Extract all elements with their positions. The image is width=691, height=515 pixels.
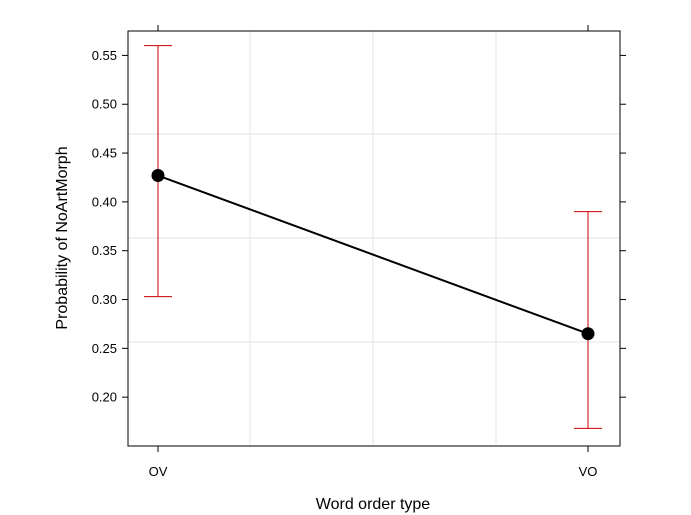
x-tick-label: VO	[579, 464, 598, 479]
y-axis-title: Probability of NoArtMorph	[54, 146, 71, 329]
y-axis: 0.20 0.25 0.30 0.35 0.40 0.45 0.50 0.55	[92, 48, 626, 405]
series-line	[157, 174, 589, 335]
data-point	[581, 327, 595, 341]
y-tick-label: 0.40	[92, 194, 117, 209]
y-tick-label: 0.20	[92, 390, 117, 405]
data-points	[151, 169, 595, 341]
y-tick-label: 0.30	[92, 292, 117, 307]
y-tick-label: 0.25	[92, 341, 117, 356]
grid-layer	[128, 31, 620, 446]
y-tick-label: 0.50	[92, 97, 117, 112]
data-line-layer	[157, 174, 589, 335]
y-tick-label: 0.35	[92, 243, 117, 258]
data-point	[151, 169, 165, 183]
plot-border	[127, 30, 621, 447]
y-tick-label: 0.45	[92, 146, 117, 161]
plot-frame	[127, 30, 621, 447]
x-axis-title: Word order type	[316, 496, 431, 513]
y-tick-label: 0.55	[92, 48, 117, 63]
x-axis: OV VO	[149, 25, 598, 479]
x-tick-label: OV	[149, 464, 168, 479]
